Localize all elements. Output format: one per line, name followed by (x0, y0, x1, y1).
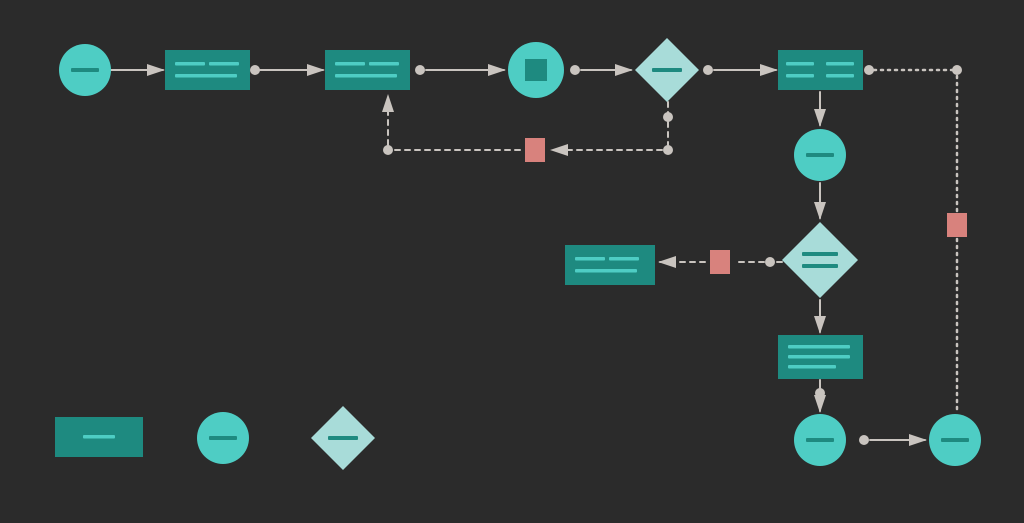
node-dot_j (765, 257, 775, 267)
node-end1 (794, 414, 846, 466)
node-dot_l (859, 435, 869, 445)
flowchart-canvas (0, 0, 1024, 523)
node-dot_i (383, 145, 393, 155)
node-dot_e (864, 65, 874, 75)
node-dot_g (663, 112, 673, 122)
node-p1 (165, 50, 250, 90)
node-c3 (794, 129, 846, 181)
node-start (59, 44, 111, 96)
node-blk1 (525, 138, 545, 162)
node-dot_d (703, 65, 713, 75)
node-dot_h (663, 145, 673, 155)
node-p4 (565, 245, 655, 285)
node-dot_a (250, 65, 260, 75)
node-blk3 (947, 213, 967, 237)
node-dot_c (570, 65, 580, 75)
node-end2 (929, 414, 981, 466)
node-c2 (508, 42, 564, 98)
node-p2 (325, 50, 410, 90)
node-p5 (778, 335, 863, 379)
node-p3 (778, 50, 863, 90)
node-blk2 (710, 250, 730, 274)
node-lg_circle (197, 412, 249, 464)
node-dot_f (952, 65, 962, 75)
node-lg_rect (55, 417, 143, 457)
node-dot_b (415, 65, 425, 75)
node-dot_k (815, 388, 825, 398)
flowchart-svg (0, 0, 1024, 523)
